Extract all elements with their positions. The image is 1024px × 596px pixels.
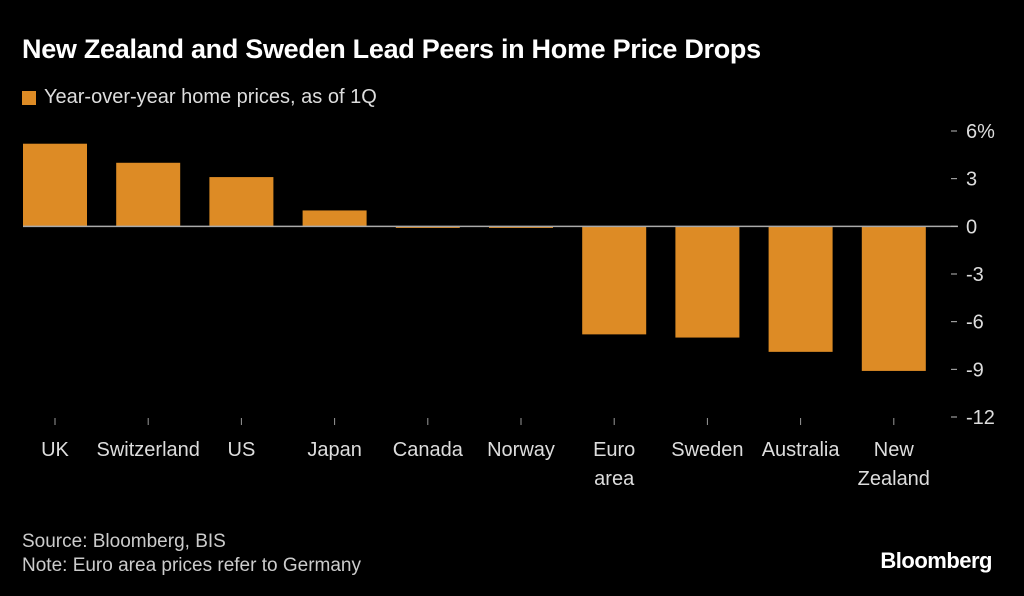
bar-0 — [23, 143, 87, 227]
x-tick-label: US — [228, 439, 256, 461]
y-tick-label: -12 — [966, 407, 995, 429]
x-tick-label: Zealand — [858, 468, 930, 490]
x-tick-label: Japan — [307, 439, 362, 461]
y-tick-label: -3 — [966, 264, 984, 286]
x-tick-label: Canada — [393, 439, 464, 461]
y-tick-label: 0 — [966, 216, 977, 238]
y-tick-label: 6% — [966, 121, 995, 143]
y-tick-label: -6 — [966, 312, 984, 334]
bloomberg-logo: Bloomberg — [880, 548, 992, 573]
bar-6 — [582, 226, 647, 335]
bar-5 — [489, 226, 553, 228]
x-tick-label: New — [874, 439, 915, 461]
bar-4 — [395, 226, 460, 228]
y-tick-label: 3 — [966, 169, 977, 191]
x-tick-label: Sweden — [671, 439, 743, 461]
bar-2 — [209, 177, 274, 227]
chart-title: New Zealand and Sweden Lead Peers in Hom… — [22, 34, 761, 64]
legend-label: Year-over-year home prices, as of 1Q — [44, 86, 377, 108]
bar-3 — [302, 210, 367, 227]
bar-7 — [675, 226, 740, 338]
legend-swatch — [22, 90, 36, 105]
source-note: Source: Bloomberg, BIS — [22, 531, 226, 552]
y-tick-label: -9 — [966, 359, 984, 381]
x-tick-label: Switzerland — [97, 439, 200, 461]
bar-9 — [861, 226, 926, 371]
x-tick-label: Norway — [487, 439, 555, 461]
x-tick-label: area — [594, 468, 635, 490]
bar-8 — [768, 226, 833, 352]
footnote: Note: Euro area prices refer to Germany — [22, 555, 361, 576]
bar-1 — [116, 162, 181, 227]
x-tick-label: Australia — [762, 439, 841, 461]
legend: Year-over-year home prices, as of 1Q — [22, 86, 377, 109]
x-tick-label: Euro — [593, 439, 635, 461]
x-tick-label: UK — [41, 439, 69, 461]
